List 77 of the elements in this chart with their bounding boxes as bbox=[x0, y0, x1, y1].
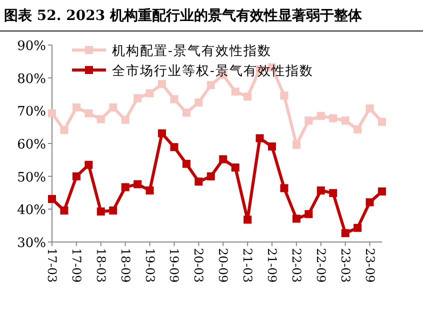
point bbox=[231, 163, 240, 172]
y-tick-label: 80% bbox=[17, 72, 46, 87]
point bbox=[48, 194, 56, 203]
point bbox=[292, 214, 300, 223]
y-tick-label: 60% bbox=[17, 138, 46, 152]
point bbox=[316, 112, 325, 120]
point bbox=[121, 116, 130, 124]
chart-title: 图表 52. 2023 机构重配行业的景气有效性显著弱于整体 bbox=[4, 8, 363, 24]
point bbox=[206, 81, 215, 90]
point bbox=[134, 94, 142, 102]
x-tick-label: 21-09 bbox=[265, 248, 279, 283]
point bbox=[109, 103, 118, 112]
point bbox=[292, 140, 300, 149]
y-tick-label: 50% bbox=[17, 170, 46, 186]
point bbox=[366, 198, 374, 206]
point bbox=[134, 180, 142, 188]
point bbox=[304, 210, 313, 218]
point bbox=[280, 184, 288, 192]
point bbox=[48, 109, 56, 118]
x-tick-label: 19-03 bbox=[142, 248, 157, 283]
point bbox=[96, 207, 105, 216]
x-tick-label: 21-03 bbox=[240, 248, 255, 283]
point bbox=[60, 126, 68, 134]
point bbox=[158, 80, 166, 88]
point bbox=[109, 206, 118, 214]
point bbox=[366, 104, 374, 112]
point bbox=[378, 187, 386, 196]
y-tick-label: 70% bbox=[17, 104, 46, 120]
y-tick-label: 30% bbox=[17, 236, 46, 251]
point bbox=[378, 118, 386, 126]
x-tick-label: 23-03 bbox=[338, 248, 352, 283]
point bbox=[231, 88, 240, 96]
point bbox=[268, 142, 276, 150]
y-tick-label: 90% bbox=[17, 39, 46, 54]
point bbox=[329, 189, 338, 198]
point bbox=[256, 134, 264, 142]
x-tick-label: 18-03 bbox=[94, 248, 108, 283]
point bbox=[121, 183, 130, 192]
point bbox=[329, 114, 338, 122]
x-tick-label: 17-03 bbox=[45, 248, 59, 283]
point bbox=[341, 116, 350, 125]
x-tick-label: 20-09 bbox=[216, 248, 230, 283]
point bbox=[158, 129, 166, 138]
point bbox=[72, 172, 80, 180]
point bbox=[354, 224, 362, 232]
point bbox=[60, 206, 68, 214]
point bbox=[194, 178, 203, 186]
x-tick-label: 18-09 bbox=[118, 248, 132, 283]
legend-label: 全市场行业等权-景气有效性指数 bbox=[112, 64, 314, 79]
point bbox=[146, 186, 154, 194]
x-tick-label: 17-09 bbox=[69, 248, 84, 283]
point bbox=[84, 160, 93, 169]
point bbox=[170, 95, 178, 104]
point bbox=[206, 172, 215, 180]
x-tick-label: 19-09 bbox=[167, 248, 182, 283]
x-tick-label: 23-09 bbox=[362, 248, 377, 283]
point bbox=[182, 108, 190, 117]
x-tick-label: 22-09 bbox=[314, 248, 328, 283]
point bbox=[341, 229, 350, 238]
point bbox=[194, 98, 203, 106]
point bbox=[316, 186, 325, 194]
point bbox=[354, 125, 362, 134]
point bbox=[304, 116, 313, 125]
point bbox=[244, 216, 252, 224]
legend-label: 机构配置-景气有效性指数 bbox=[112, 44, 272, 59]
y-tick-label: 40% bbox=[17, 203, 46, 218]
point bbox=[72, 103, 80, 112]
x-tick-label: 20-03 bbox=[192, 248, 206, 283]
point bbox=[170, 143, 178, 152]
point bbox=[84, 109, 93, 118]
point bbox=[244, 92, 252, 101]
point bbox=[219, 155, 228, 164]
point bbox=[146, 89, 154, 98]
point bbox=[280, 92, 288, 100]
point bbox=[96, 115, 105, 124]
x-tick-label: 22-03 bbox=[289, 248, 304, 283]
point bbox=[182, 160, 190, 168]
